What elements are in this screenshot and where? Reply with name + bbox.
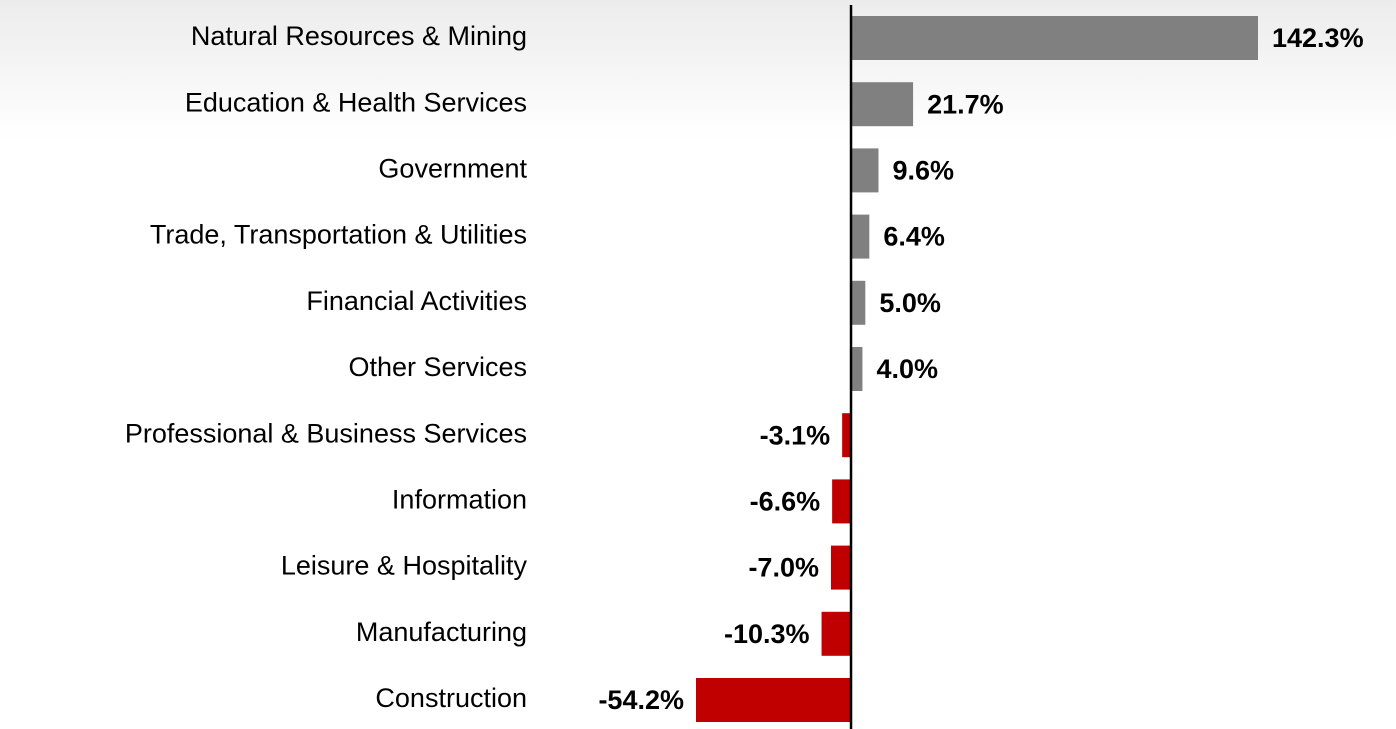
bar — [821, 611, 852, 656]
value-label: -54.2% — [598, 685, 684, 715]
category-label: Manufacturing — [356, 617, 527, 647]
category-label: Leisure & Hospitality — [281, 551, 528, 581]
bar — [851, 82, 914, 127]
value-label: -6.6% — [750, 487, 821, 517]
category-label: Other Services — [348, 352, 527, 382]
value-label: 5.0% — [879, 288, 941, 318]
bar — [832, 479, 852, 524]
bar — [842, 413, 852, 458]
category-label: Construction — [375, 683, 527, 713]
bar — [851, 16, 1258, 60]
category-label: Education & Health Services — [185, 87, 527, 117]
value-label: 142.3% — [1272, 23, 1364, 53]
category-label: Trade, Transportation & Utilities — [150, 220, 527, 250]
bar — [851, 148, 879, 193]
bar — [830, 545, 852, 590]
value-label: 4.0% — [876, 354, 938, 384]
bar — [851, 347, 863, 391]
category-label: Natural Resources & Mining — [191, 21, 527, 51]
category-label: Government — [378, 154, 527, 184]
value-label: 21.7% — [927, 89, 1004, 119]
value-label: 9.6% — [892, 156, 954, 186]
category-label: Information — [392, 485, 527, 515]
value-label: -3.1% — [760, 420, 831, 450]
bar — [696, 678, 852, 722]
value-label: -10.3% — [724, 619, 810, 649]
category-label: Financial Activities — [306, 286, 527, 316]
bar — [851, 280, 866, 325]
bar — [851, 214, 870, 259]
value-label: -7.0% — [748, 553, 819, 583]
category-label: Professional & Business Services — [125, 418, 527, 448]
value-label: 6.4% — [883, 222, 945, 252]
